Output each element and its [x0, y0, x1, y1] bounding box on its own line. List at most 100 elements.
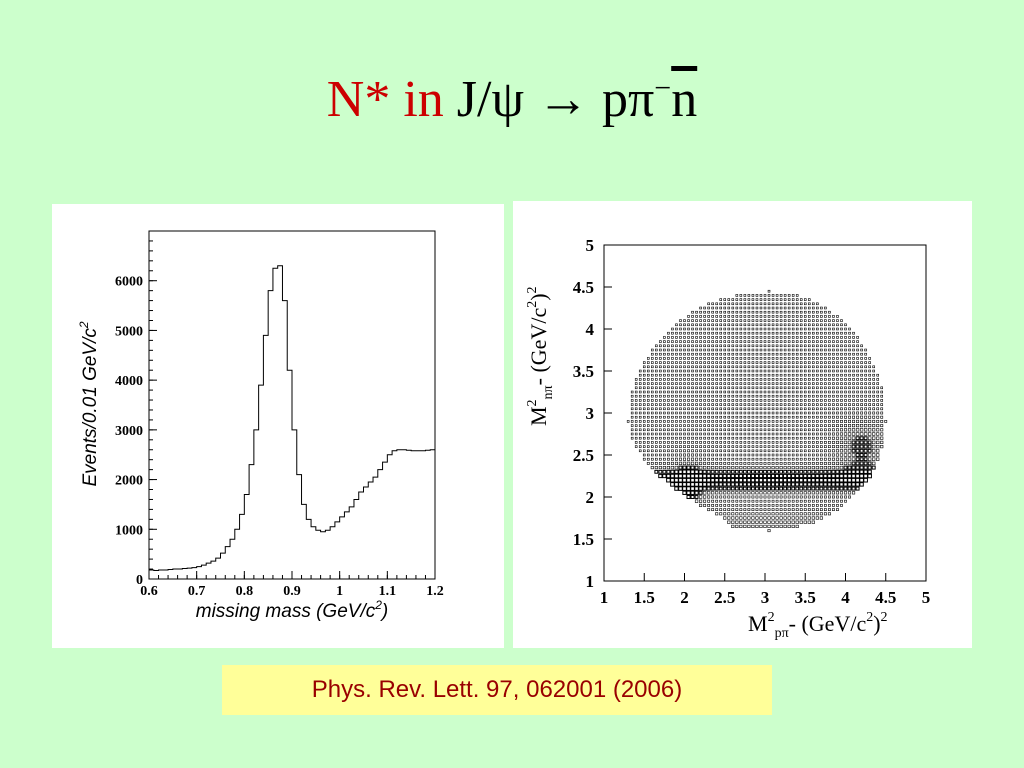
dalitz-point — [820, 348, 823, 352]
dalitz-point — [836, 352, 839, 356]
dalitz-point — [659, 390, 662, 394]
dalitz-point — [860, 378, 863, 381]
dalitz-point — [747, 457, 751, 461]
dalitz-point — [779, 294, 783, 297]
dalitz-point — [831, 436, 835, 440]
dalitz-point — [812, 378, 815, 381]
dalitz-point — [860, 415, 864, 419]
dalitz-point — [811, 486, 816, 491]
dalitz-point — [848, 399, 851, 402]
dalitz-point — [763, 486, 767, 491]
dalitz-point — [763, 491, 767, 495]
dalitz-point — [844, 386, 847, 390]
dalitz-point — [739, 294, 743, 297]
dalitz-point — [655, 373, 658, 377]
dalitz-point — [703, 445, 706, 448]
dalitz-point — [759, 382, 763, 385]
dalitz-point — [848, 382, 851, 385]
dalitz-point — [795, 310, 799, 314]
dalitz-point — [808, 344, 811, 348]
dalitz-point — [671, 411, 674, 415]
dalitz-point — [743, 512, 747, 516]
dalitz-point — [791, 373, 795, 377]
dalitz-point — [803, 453, 807, 457]
dalitz-point — [723, 378, 727, 381]
dalitz-point — [787, 331, 791, 335]
dalitz-point — [746, 486, 751, 491]
dalitz-point — [691, 386, 694, 390]
dalitz-point — [815, 469, 820, 474]
dalitz-point — [694, 469, 699, 474]
dalitz-point — [687, 361, 690, 364]
dalitz-point — [699, 315, 702, 318]
dalitz-point — [847, 482, 852, 487]
dalitz-point — [699, 411, 702, 415]
dalitz-point — [690, 482, 695, 487]
dalitz-point — [799, 469, 804, 474]
dalitz-point — [703, 373, 706, 377]
dalitz-point — [868, 361, 871, 364]
dalitz-point — [739, 310, 743, 314]
dalitz-point — [779, 495, 783, 499]
dalitz-point — [747, 504, 751, 507]
dalitz-point — [775, 394, 779, 398]
dalitz-point — [695, 436, 698, 440]
dalitz-point — [848, 352, 851, 356]
dalitz-point — [799, 336, 803, 339]
dalitz-point — [848, 411, 851, 415]
dalitz-point — [695, 361, 698, 364]
dalitz-point — [679, 378, 682, 381]
dalitz-point — [723, 315, 727, 318]
dalitz-point — [695, 415, 698, 419]
dalitz-point — [715, 491, 719, 495]
dalitz-y-axis-label-part: 2 — [525, 301, 540, 308]
dalitz-point — [803, 369, 807, 373]
dalitz-point — [674, 473, 679, 479]
dalitz-point — [751, 331, 755, 335]
hist-x-axis-label: missing mass (GeV/c2) — [196, 598, 389, 622]
dalitz-point — [803, 469, 808, 474]
dalitz-point — [675, 441, 678, 444]
dalitz-point — [638, 382, 642, 385]
dalitz-point — [807, 473, 812, 479]
dalitz-point — [759, 394, 763, 398]
dalitz-point — [775, 369, 779, 373]
dalitz-point — [864, 373, 867, 377]
dalitz-point — [783, 482, 788, 487]
dalitz-point — [695, 457, 699, 461]
dalitz-point — [755, 298, 759, 301]
dalitz-point — [727, 432, 731, 436]
dalitz-point — [783, 361, 787, 364]
dalitz-point — [654, 466, 658, 470]
dalitz-point — [670, 469, 675, 474]
dalitz-point — [711, 348, 714, 352]
dalitz-point — [758, 478, 764, 483]
dalitz-point — [763, 298, 767, 301]
dalitz-point — [727, 457, 731, 461]
dalitz-point — [771, 390, 775, 394]
dalitz-point — [707, 386, 710, 390]
dalitz-point — [824, 424, 827, 427]
dalitz-point — [844, 365, 847, 369]
dalitz-point — [663, 403, 666, 406]
dalitz-point — [828, 403, 831, 406]
dalitz-point — [860, 419, 864, 423]
dalitz-point — [726, 469, 731, 474]
dalitz-point — [795, 424, 799, 427]
dalitz-point — [771, 394, 775, 398]
dalitz-point — [791, 331, 795, 335]
dalitz-point — [738, 478, 744, 483]
dalitz-point — [815, 516, 819, 520]
dalitz-point — [755, 348, 759, 352]
dalitz-point — [820, 378, 823, 381]
dalitz-point — [839, 432, 843, 436]
dalitz-point — [651, 441, 654, 444]
hist-x-tick-label: 0.6 — [140, 584, 158, 599]
dalitz-point — [864, 382, 867, 385]
dalitz-point — [687, 420, 690, 423]
dalitz-point — [795, 516, 799, 520]
dalitz-point — [763, 373, 767, 377]
dalitz-point — [811, 466, 815, 470]
dalitz-point — [763, 315, 767, 318]
dalitz-point — [824, 352, 827, 356]
